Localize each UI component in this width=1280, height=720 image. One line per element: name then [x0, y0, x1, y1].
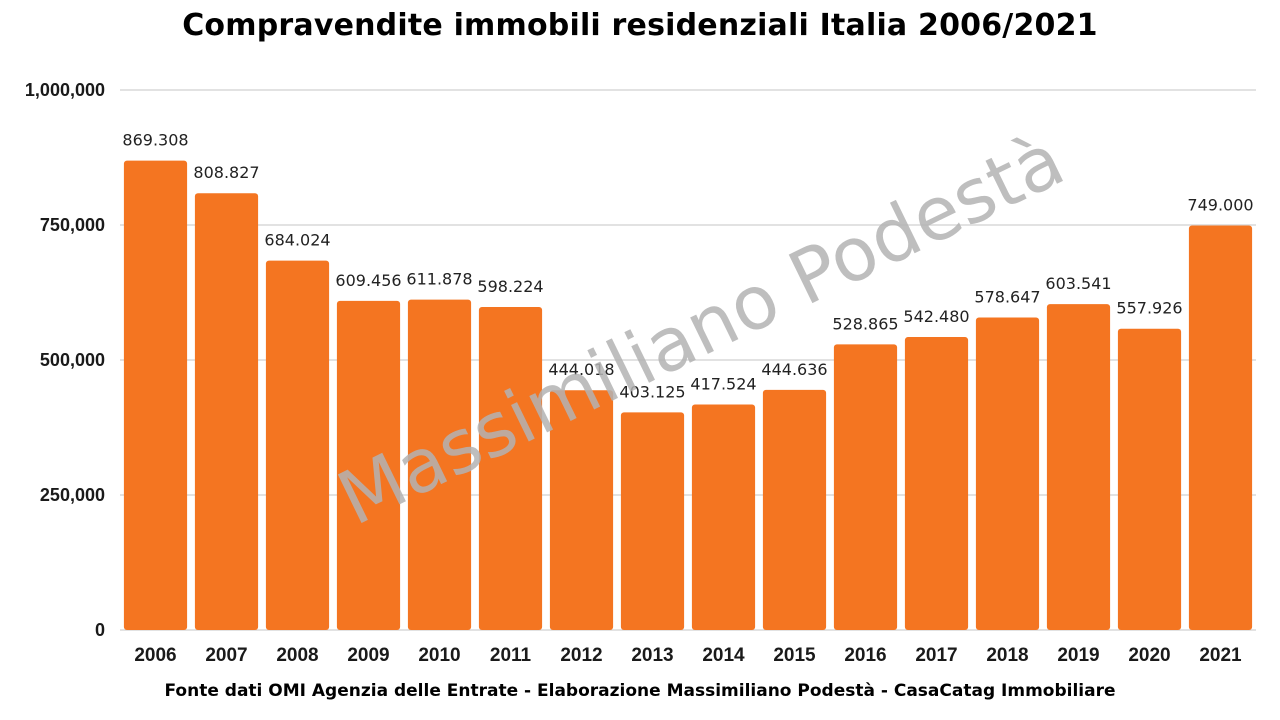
bar: [194, 193, 259, 631]
x-tick-label: 2019: [1057, 645, 1099, 666]
x-tick-label: 2013: [631, 645, 673, 666]
x-tick-label: 2015: [773, 645, 816, 666]
x-tick-label: 2018: [986, 645, 1028, 666]
y-tick-label: 750,000: [40, 215, 105, 235]
bar: [691, 404, 756, 630]
data-label: 598.224: [477, 277, 543, 296]
bar: [833, 344, 898, 630]
x-tick-label: 2016: [844, 645, 886, 666]
data-label: 542.480: [903, 307, 969, 326]
data-label: 603.541: [1045, 274, 1111, 293]
data-label: 611.878: [406, 270, 472, 289]
x-tick-label: 2021: [1199, 645, 1242, 666]
data-label: 557.926: [1116, 299, 1182, 318]
data-label: 444.018: [548, 360, 614, 379]
y-axis-ticks: 0 250,000 500,000 750,000 1,000,000: [25, 80, 105, 640]
x-tick-label: 2012: [560, 645, 602, 666]
x-tick-label: 2014: [702, 645, 745, 666]
data-label: 684.024: [264, 231, 330, 250]
bar: [762, 389, 827, 630]
bar: [1188, 225, 1253, 631]
bar: [549, 390, 614, 630]
y-tick-label: 1,000,000: [25, 80, 105, 100]
data-labels: 869.308 808.827 684.024 609.456 611.878 598.2…: [122, 131, 1253, 402]
bar: [336, 300, 401, 630]
x-axis-categories: 2006 2007 2008 2009 2010 2011 2012 2013 2014 2015…: [134, 645, 1242, 666]
bar: [265, 260, 330, 630]
x-tick-label: 2006: [134, 645, 176, 666]
bars: [123, 160, 1253, 631]
data-label: 417.524: [690, 375, 756, 394]
x-tick-label: 2017: [915, 645, 957, 666]
data-label: 749.000: [1187, 196, 1253, 215]
data-label: 578.647: [974, 288, 1040, 307]
y-tick-label: 250,000: [40, 485, 105, 505]
bar: [478, 306, 543, 630]
bar: [975, 317, 1040, 630]
x-tick-label: 2010: [418, 645, 460, 666]
data-label: 808.827: [193, 163, 259, 182]
data-label: 609.456: [335, 271, 401, 290]
y-tick-label: 500,000: [40, 350, 105, 370]
source-note: Fonte dati OMI Agenzia delle Entrate - E…: [164, 681, 1116, 701]
bar: [1117, 328, 1182, 630]
x-tick-label: 2008: [276, 645, 318, 666]
y-tick-label: 0: [95, 620, 105, 640]
bar: [1046, 304, 1111, 630]
data-label: 869.308: [122, 131, 188, 150]
chart-title: Compravendite immobili residenziali Ital…: [182, 8, 1098, 43]
data-label: 444.636: [761, 360, 827, 379]
bar: [123, 160, 188, 631]
bar: [904, 337, 969, 630]
data-label: 528.865: [832, 314, 898, 333]
x-tick-label: 2011: [490, 645, 532, 666]
x-tick-label: 2007: [205, 645, 247, 666]
x-tick-label: 2020: [1128, 645, 1170, 666]
x-tick-label: 2009: [347, 645, 389, 666]
bar: [620, 412, 685, 630]
bar: [407, 299, 472, 630]
data-label: 403.125: [619, 382, 685, 401]
